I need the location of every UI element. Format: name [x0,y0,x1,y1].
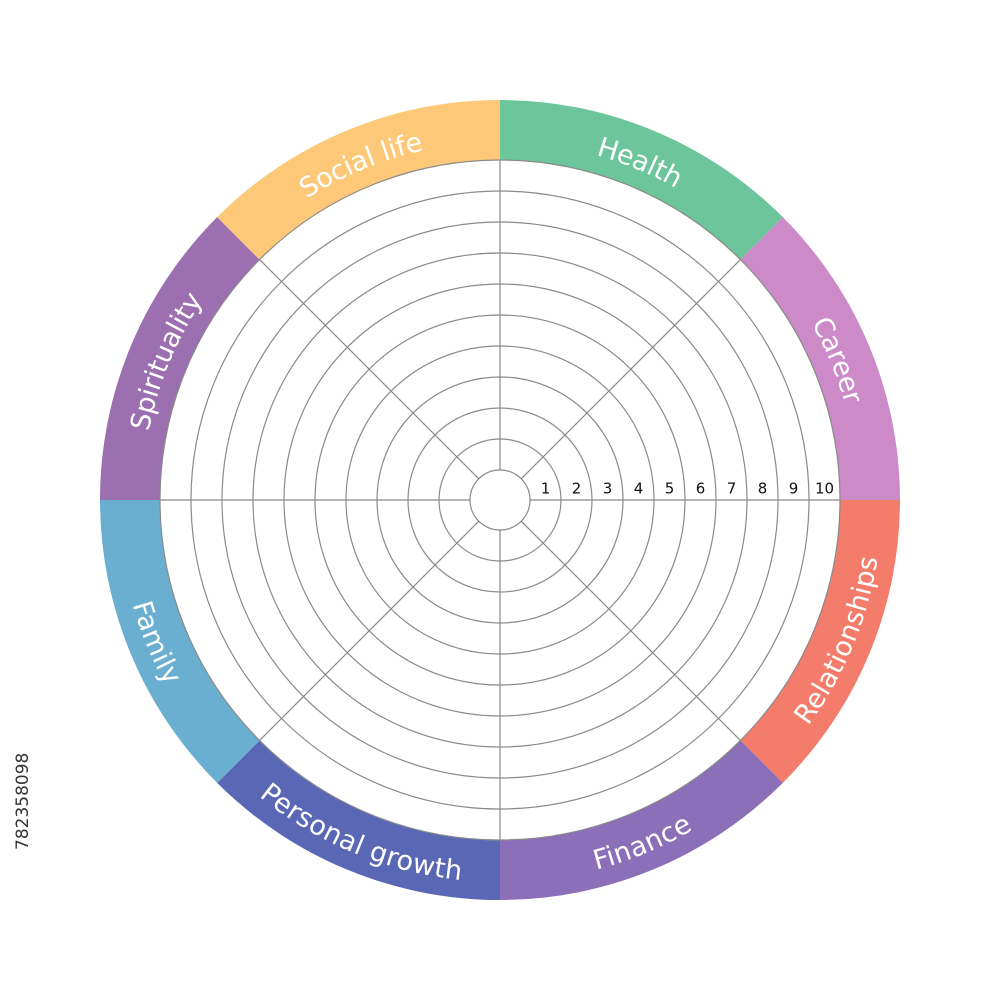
segment [500,100,783,260]
scale-label: 2 [572,480,582,498]
spoke [520,259,741,480]
scale-label: 6 [696,480,706,498]
spoke [520,520,741,741]
scale-label: 8 [758,480,768,498]
segment [217,100,500,260]
scale-label: 4 [634,480,644,498]
segment [500,740,783,900]
segment [740,500,900,783]
scale-label: 1 [541,480,551,498]
scale-label: 7 [727,480,737,498]
scale-label: 10 [815,480,834,498]
scale-label: 9 [789,480,799,498]
segment [217,740,500,900]
scale-label: 3 [603,480,613,498]
stock-id: 782358098 [13,753,33,850]
segment [100,500,260,783]
segment [100,217,260,500]
segment [740,217,900,500]
spoke [259,259,480,480]
scale-label: 5 [665,480,675,498]
spoke [259,520,480,741]
